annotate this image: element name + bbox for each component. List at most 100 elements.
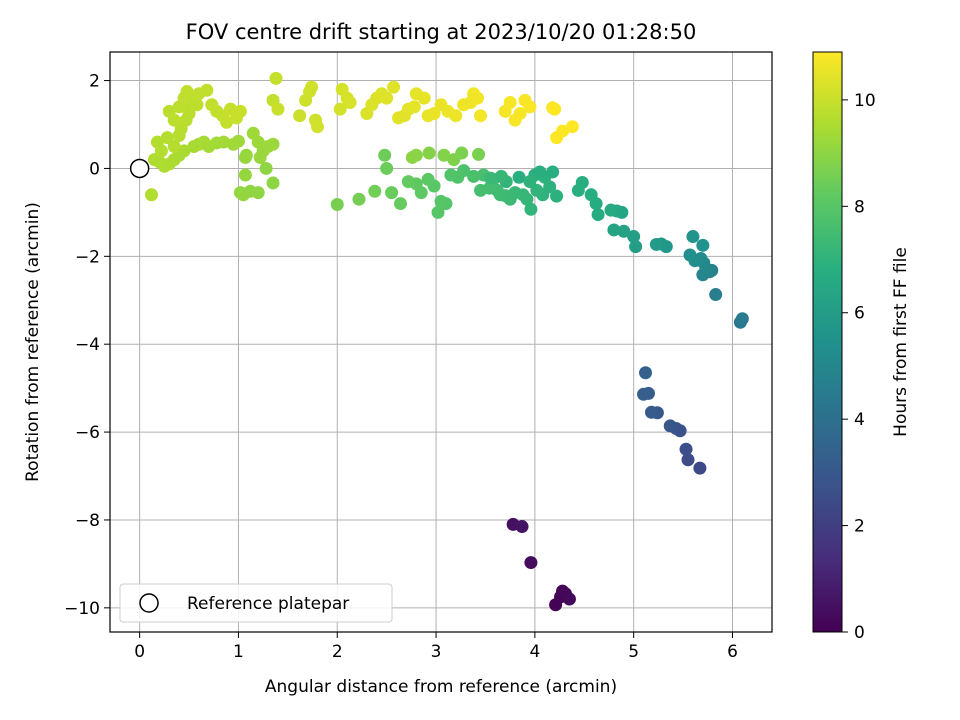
x-tick-label: 5: [628, 642, 639, 662]
data-point: [607, 223, 621, 237]
colorbar-label: Hours from first FF file: [891, 247, 911, 437]
data-point: [681, 453, 695, 467]
data-point: [533, 165, 547, 179]
y-tick-label: −2: [75, 247, 100, 267]
y-axis-ticks: 2 0 −2 −4 −6 −8 −10: [64, 72, 110, 619]
data-point: [160, 131, 174, 145]
data-point: [472, 147, 486, 161]
data-point: [693, 461, 707, 475]
legend-box: [119, 583, 393, 623]
data-point: [523, 175, 537, 189]
data-point: [147, 153, 161, 167]
data-point: [444, 168, 458, 182]
data-point: [220, 115, 234, 129]
data-point: [233, 186, 247, 200]
data-point: [167, 139, 181, 153]
colorbar-tick-label: 8: [854, 197, 865, 217]
data-point: [187, 139, 201, 153]
data-point: [523, 100, 537, 114]
data-point: [343, 96, 357, 110]
data-point: [467, 169, 481, 183]
data-point: [471, 91, 485, 105]
data-point: [562, 592, 576, 606]
y-tick-label: −10: [64, 599, 100, 619]
data-point: [474, 183, 488, 197]
data-point: [180, 85, 194, 99]
data-point: [352, 192, 366, 206]
data-point: [679, 442, 693, 456]
chart-title: FOV centre drift starting at 2023/10/20 …: [186, 20, 697, 44]
data-point: [437, 148, 451, 162]
legend-marker: [139, 593, 159, 613]
data-point: [604, 203, 618, 217]
data-point: [483, 171, 497, 185]
x-tick-label: 2: [332, 642, 343, 662]
x-tick-label: 4: [529, 642, 540, 662]
data-point: [385, 186, 399, 200]
data-point: [584, 188, 598, 202]
data-point: [629, 240, 643, 254]
data-point: [266, 137, 280, 151]
data-point: [246, 126, 260, 140]
x-tick-label: 1: [233, 642, 244, 662]
x-tick-label: 6: [727, 642, 738, 662]
data-point: [546, 165, 560, 179]
colorbar-tick-label: 0: [854, 623, 865, 643]
data-point: [447, 153, 461, 167]
data-point: [380, 91, 394, 105]
data-point: [637, 387, 651, 401]
y-tick-label: −8: [75, 511, 100, 531]
data-point: [513, 107, 527, 121]
colorbar-tick-label: 6: [854, 304, 865, 324]
data-point: [617, 224, 631, 238]
data-point: [269, 71, 283, 85]
x-tick-label: 3: [431, 642, 442, 662]
data-point: [644, 405, 658, 419]
data-point: [515, 520, 529, 534]
data-point: [190, 98, 204, 112]
reference-platepar-marker: [129, 158, 150, 179]
data-point: [427, 107, 441, 121]
data-point: [144, 188, 158, 202]
data-point: [239, 148, 253, 162]
data-point: [556, 124, 570, 138]
data-point: [512, 170, 526, 184]
x-tick-label: 0: [134, 642, 145, 662]
data-point: [330, 197, 344, 211]
data-point: [422, 146, 436, 160]
data-point: [548, 102, 562, 116]
data-point: [696, 238, 710, 252]
data-point: [735, 312, 749, 326]
data-point: [387, 80, 401, 94]
data-point: [494, 169, 508, 183]
data-point: [434, 194, 448, 208]
data-point: [259, 161, 273, 175]
legend: Reference platepar: [119, 583, 393, 623]
colorbar-ticks: 0 2 4 6 8 10: [842, 91, 876, 643]
data-point: [238, 168, 252, 182]
data-point: [310, 120, 324, 134]
colorbar-tick-label: 10: [854, 91, 876, 111]
y-tick-label: 2: [89, 72, 100, 92]
data-point: [401, 175, 415, 189]
data-point: [421, 172, 435, 186]
data-point: [503, 96, 517, 110]
data-point: [380, 161, 394, 175]
data-point: [167, 113, 181, 127]
data-point: [565, 120, 579, 134]
data-point: [683, 248, 697, 262]
data-point: [333, 102, 347, 116]
plot-frame: [109, 51, 773, 633]
colorbar-gradient: [812, 51, 843, 633]
x-axis-label: Angular distance from reference (arcmin): [265, 677, 617, 697]
data-point: [449, 109, 463, 123]
colorbar-tick-label: 4: [854, 410, 865, 430]
data-point: [200, 83, 214, 97]
data-point: [407, 100, 421, 114]
x-axis-ticks: 0 1 2 3 4 5 6: [134, 632, 738, 662]
data-point: [530, 183, 544, 197]
y-tick-label: −4: [75, 335, 100, 355]
data-point: [663, 419, 677, 433]
y-tick-label: −6: [75, 423, 100, 443]
